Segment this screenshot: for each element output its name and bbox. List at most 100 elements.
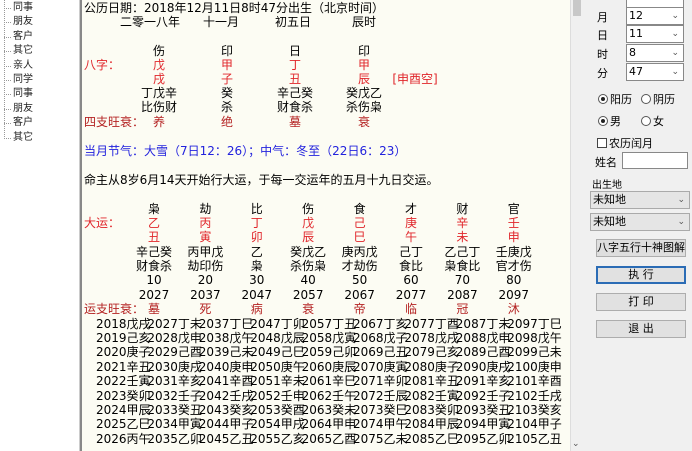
lunar-label: 阴历	[653, 93, 675, 106]
liunian-cell: 2065乙酉	[301, 431, 357, 446]
tree-item[interactable]: 同学	[4, 73, 33, 87]
dayun-hidden-shishen: 财食杀	[135, 259, 173, 273]
birthplace-select-1[interactable]: 未知地 ⌄	[590, 191, 690, 209]
liunian-cell: 2032壬子	[147, 388, 202, 403]
radio-selected-icon	[598, 94, 608, 104]
day-select[interactable]: 11 ⌄	[626, 25, 684, 43]
pillar-shishen: 印	[220, 44, 234, 58]
birthplace-select-2[interactable]: 未知地 ⌄	[590, 213, 690, 231]
dayun-zhi-state: 病	[250, 302, 263, 316]
liunian-cell: 2088戊申	[455, 330, 511, 345]
day-value: 11	[629, 27, 643, 40]
zhi-state-label: 四支旺衰：	[84, 115, 145, 129]
run-button[interactable]: 执 行	[596, 266, 686, 284]
dayun-stem: 乙	[147, 216, 161, 230]
radio-solar[interactable]: 阳历	[598, 91, 632, 107]
print-button[interactable]: 打 印	[596, 293, 686, 311]
radio-female[interactable]: 女	[641, 113, 664, 129]
pillar-hidden-stems: 癸戊乙	[345, 86, 383, 100]
liunian-cell: 2061辛巳	[301, 374, 357, 389]
radio-lunar[interactable]: 阴历	[641, 91, 675, 107]
liunian-cell: 2025乙巳	[96, 417, 151, 432]
tree-item[interactable]: 客户	[4, 116, 33, 130]
liunian-cell: 2080庚子	[404, 359, 459, 374]
minute-label: 分	[597, 67, 608, 80]
liunian-cell: 2038戊午	[198, 330, 254, 345]
relation-tree[interactable]: 同事 朋友 客户 其它 亲人 同学 同事 朋友 客户 其它	[0, 0, 80, 451]
liunian-cell: 2030庚戌	[147, 359, 202, 374]
pillar-branch: 辰	[357, 72, 371, 86]
liunian-cell: 2037丁巳	[198, 316, 254, 331]
liunian-cell: 2071辛卯	[353, 374, 408, 389]
liunian-cell: 2033癸丑	[147, 402, 202, 417]
dayun-branch: 未	[456, 230, 469, 244]
liunian-cell: 2101辛酉	[507, 374, 562, 389]
scroll-down-arrow-icon[interactable]: ⌄	[572, 439, 580, 449]
dayun-hidden-stems: 壬庚戊	[495, 245, 532, 259]
pillar-hidden-shishen: 财食杀	[276, 100, 314, 114]
month-select[interactable]: 12 ⌄	[626, 7, 684, 25]
tree-item[interactable]: 朋友	[4, 15, 33, 29]
result-text-area[interactable]: 公历日期：2018年12月11日8时47分出生（北京时间） 二零一八年 十一月 初五…	[80, 0, 570, 451]
liunian-cell: 2068戊子	[353, 330, 408, 345]
dayun-branch: 辰	[302, 230, 315, 244]
dayun-hidden-stems: 辛己癸	[135, 245, 173, 259]
chevron-down-icon: ⌄	[671, 29, 679, 39]
radio-icon	[641, 94, 651, 104]
dayun-branch: 卯	[250, 230, 263, 244]
liunian-cell: 2042壬戌	[198, 388, 254, 403]
tree-item[interactable]: 其它	[4, 44, 33, 58]
liunian-cell: 2062壬午	[301, 388, 357, 403]
hour-select[interactable]: 8 ⌄	[626, 44, 684, 62]
female-label: 女	[653, 115, 664, 128]
exit-button[interactable]: 退 出	[596, 320, 686, 338]
liunian-cell: 2021辛丑	[96, 359, 151, 374]
dayun-shishen: 伤	[302, 202, 315, 216]
tree-item[interactable]: 客户	[4, 30, 33, 44]
pillar-hidden-shishen: 杀伤枭	[345, 100, 383, 114]
solar-label: 阳历	[610, 93, 632, 106]
tree-item[interactable]: 朋友	[4, 102, 33, 116]
scrollbar-thumb[interactable]	[573, 0, 581, 16]
lunar-date-part: 初五日	[274, 15, 312, 29]
liunian-cell: 2079己亥	[404, 345, 459, 360]
liunian-cell: 2050庚午	[250, 359, 305, 374]
dayun-shishen: 官	[507, 202, 520, 216]
chevron-down-icon: ⌄	[671, 11, 679, 21]
liunian-cell: 2047丁卯	[250, 316, 305, 331]
minute-select[interactable]: 47 ⌄	[626, 63, 684, 81]
dayun-age: 70	[454, 273, 471, 287]
liunian-cell: 2051辛未	[250, 374, 305, 389]
liunian-cell: 2072壬辰	[353, 388, 408, 403]
vertical-scrollbar[interactable]: ⌄	[570, 0, 582, 451]
lunar-date-part: 辰时	[351, 15, 377, 29]
dayun-hidden-stems: 乙己丁	[444, 245, 481, 259]
place1-value: 未知地	[593, 193, 626, 206]
dayun-year: 2067	[344, 288, 375, 302]
radio-male[interactable]: 男	[598, 113, 621, 129]
chevron-down-icon: ⌄	[671, 67, 679, 77]
liunian-cell: 2103癸亥	[507, 402, 562, 417]
name-label: 姓名	[595, 156, 617, 169]
liunian-cell: 2095乙卯	[455, 431, 511, 446]
tree-item[interactable]: 其它	[4, 131, 33, 145]
dayun-zhi-state: 衰	[302, 302, 315, 316]
leap-month-checkbox[interactable]: 农历闰月	[597, 135, 653, 151]
dayun-year: 2047	[241, 288, 273, 302]
tree-item[interactable]: 同事	[4, 1, 33, 15]
pillar-zhi-state: 衰	[357, 115, 371, 129]
liunian-cell: 2099己未	[507, 345, 562, 360]
dayun-stem: 丁	[250, 216, 263, 230]
tree-item[interactable]: 同事	[4, 87, 33, 101]
name-input[interactable]	[622, 152, 688, 169]
liunian-cell: 2041辛酉	[198, 374, 254, 389]
dayun-zhi-state: 沐	[507, 302, 520, 316]
liunian-cell: 2034甲寅	[147, 417, 202, 432]
dayun-shishen: 劫	[199, 202, 212, 216]
liunian-cell: 2059己卯	[301, 345, 357, 360]
tree-item[interactable]: 亲人	[4, 59, 33, 73]
chevron-down-icon: ⌄	[671, 48, 679, 58]
radio-icon	[641, 116, 651, 126]
dayun-zhi-state: 临	[404, 302, 418, 316]
diagram-button[interactable]: 八字五行十神图解	[596, 239, 686, 257]
